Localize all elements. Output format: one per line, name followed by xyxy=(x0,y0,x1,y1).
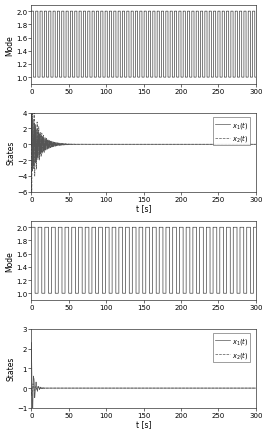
$x_2(t)$ xyxy=(32,109,36,115)
Y-axis label: Mode: Mode xyxy=(6,35,14,56)
$x_1(t)$ xyxy=(254,385,257,391)
$x_2(t)$ xyxy=(228,385,231,391)
$x_1(t)$ xyxy=(31,409,34,414)
Legend: $x_1(t)$, $x_2(t)$: $x_1(t)$, $x_2(t)$ xyxy=(213,118,250,146)
$x_2(t)$ xyxy=(131,142,135,148)
X-axis label: t [s]: t [s] xyxy=(136,204,151,213)
$x_1(t)$ xyxy=(30,142,33,148)
$x_2(t)$ xyxy=(30,139,33,145)
$x_1(t)$ xyxy=(83,142,86,148)
$x_2(t)$ xyxy=(30,385,33,391)
$x_2(t)$ xyxy=(83,142,86,148)
X-axis label: t [s]: t [s] xyxy=(136,420,151,428)
$x_2(t)$ xyxy=(228,142,231,148)
$x_1(t)$ xyxy=(131,385,135,391)
$x_1(t)$ xyxy=(251,385,254,391)
$x_2(t)$ xyxy=(198,385,202,391)
$x_2(t)$ xyxy=(30,191,33,197)
$x_2(t)$ xyxy=(31,109,34,115)
Line: $x_1(t)$: $x_1(t)$ xyxy=(31,115,256,171)
$x_1(t)$ xyxy=(131,142,135,148)
Line: $x_1(t)$: $x_1(t)$ xyxy=(31,343,256,412)
$x_1(t)$ xyxy=(32,141,36,147)
$x_2(t)$ xyxy=(251,385,254,391)
$x_1(t)$ xyxy=(83,385,86,391)
$x_2(t)$ xyxy=(83,385,86,391)
$x_2(t)$ xyxy=(251,142,254,148)
$x_2(t)$ xyxy=(254,142,257,148)
$x_2(t)$ xyxy=(254,385,257,391)
Line: $x_2(t)$: $x_2(t)$ xyxy=(31,112,256,194)
$x_1(t)$ xyxy=(31,169,34,174)
Legend: $x_1(t)$, $x_2(t)$: $x_1(t)$, $x_2(t)$ xyxy=(213,333,250,362)
$x_1(t)$ xyxy=(30,340,33,345)
$x_1(t)$ xyxy=(198,142,202,148)
$x_1(t)$ xyxy=(228,142,231,148)
Y-axis label: States: States xyxy=(6,356,16,381)
$x_1(t)$ xyxy=(198,385,202,391)
$x_2(t)$ xyxy=(32,388,36,393)
$x_1(t)$ xyxy=(32,376,36,381)
Line: $x_2(t)$: $x_2(t)$ xyxy=(31,384,256,396)
$x_1(t)$ xyxy=(254,142,257,148)
$x_2(t)$ xyxy=(30,393,34,398)
$x_1(t)$ xyxy=(251,142,254,148)
$x_2(t)$ xyxy=(198,142,202,148)
$x_2(t)$ xyxy=(31,381,35,386)
Y-axis label: Mode: Mode xyxy=(6,250,14,271)
Y-axis label: States: States xyxy=(6,141,16,165)
$x_1(t)$ xyxy=(228,385,231,391)
$x_2(t)$ xyxy=(131,385,135,391)
$x_1(t)$ xyxy=(30,112,33,118)
